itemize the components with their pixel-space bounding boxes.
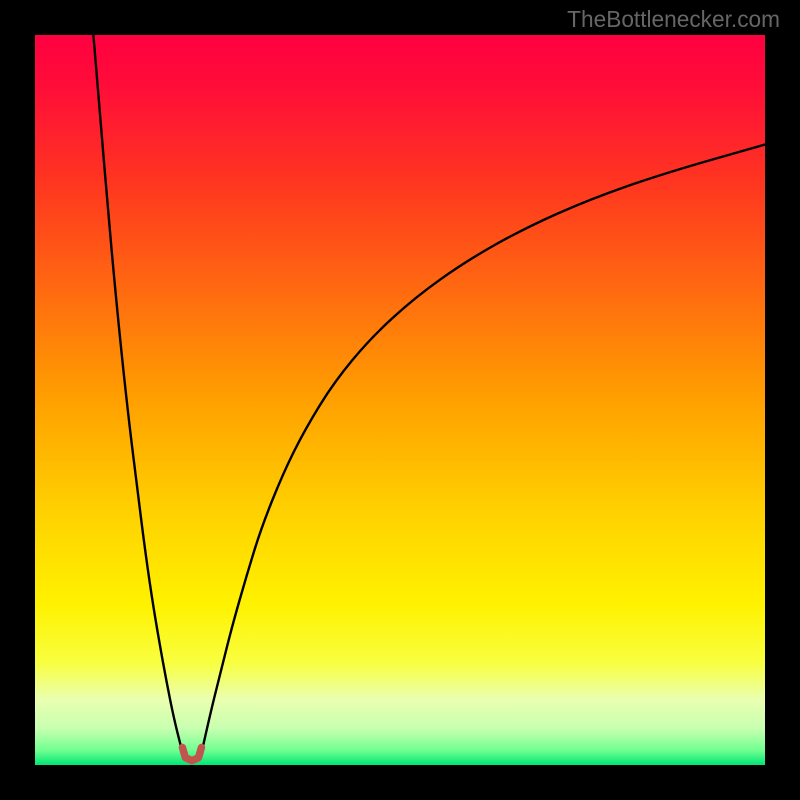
- chart-svg: [35, 35, 765, 765]
- watermark-text: TheBottlenecker.com: [567, 6, 780, 33]
- plot-area: [35, 35, 765, 765]
- stage: TheBottlenecker.com: [0, 0, 800, 800]
- gradient-background: [35, 35, 765, 765]
